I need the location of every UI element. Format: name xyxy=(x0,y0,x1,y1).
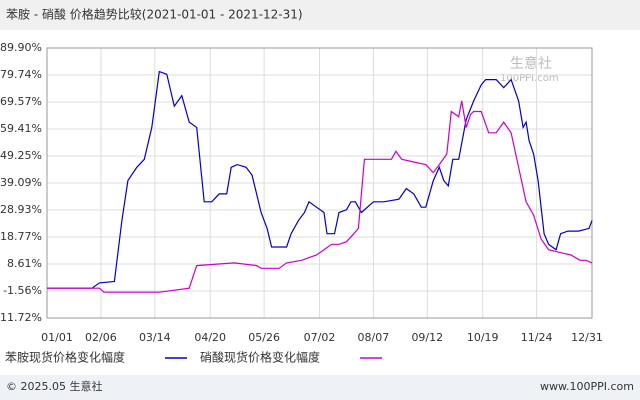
legend-label: 苯胺现货价格变化幅度 xyxy=(5,350,125,365)
x-tick-label: 04/20 xyxy=(194,331,226,344)
y-tick-label: 49.25% xyxy=(0,149,42,162)
y-tick-label: 79.74% xyxy=(0,68,42,81)
x-tick-label: 11/24 xyxy=(521,331,553,344)
legend-label: 硝酸现货价格变化幅度 xyxy=(200,350,320,365)
x-tick-label: 07/02 xyxy=(304,331,336,344)
y-tick-label: 69.57% xyxy=(0,95,42,108)
y-tick-label: -1.56% xyxy=(3,284,42,297)
x-tick-label: 08/07 xyxy=(358,331,390,344)
header-bar xyxy=(0,0,640,30)
plot-frame xyxy=(46,47,593,319)
x-tick-label: 03/14 xyxy=(139,331,171,344)
x-tick-label: 02/06 xyxy=(85,331,117,344)
watermark-sub: 100PPI.com xyxy=(500,73,559,84)
y-tick-label: 39.09% xyxy=(0,176,42,189)
x-tick-label: 05/26 xyxy=(248,331,280,344)
chart-title: 苯胺 - 硝酸 价格趋势比较(2021-01-01 - 2021-12-31) xyxy=(6,7,303,22)
x-tick-label: 09/12 xyxy=(411,331,443,344)
y-tick-label: -11.72% xyxy=(0,311,42,324)
footer-bar xyxy=(0,375,640,400)
y-tick-label: 28.93% xyxy=(0,203,42,216)
series-line xyxy=(47,70,593,289)
y-tick-label: 59.41% xyxy=(0,122,42,135)
y-tick-label: 89.90% xyxy=(0,41,42,54)
series-line xyxy=(47,100,593,293)
x-tick-label: 01/01 xyxy=(41,331,73,344)
y-tick-label: 18.77% xyxy=(0,230,42,243)
footer-right: www.100PPI.com xyxy=(540,380,634,393)
footer-left: © 2025.05 生意社 xyxy=(6,379,102,393)
x-tick-label: 10/19 xyxy=(467,331,499,344)
x-tick-label: 12/31 xyxy=(571,331,603,344)
y-tick-label: 8.61% xyxy=(7,257,42,270)
watermark: 生意社 xyxy=(510,55,552,72)
